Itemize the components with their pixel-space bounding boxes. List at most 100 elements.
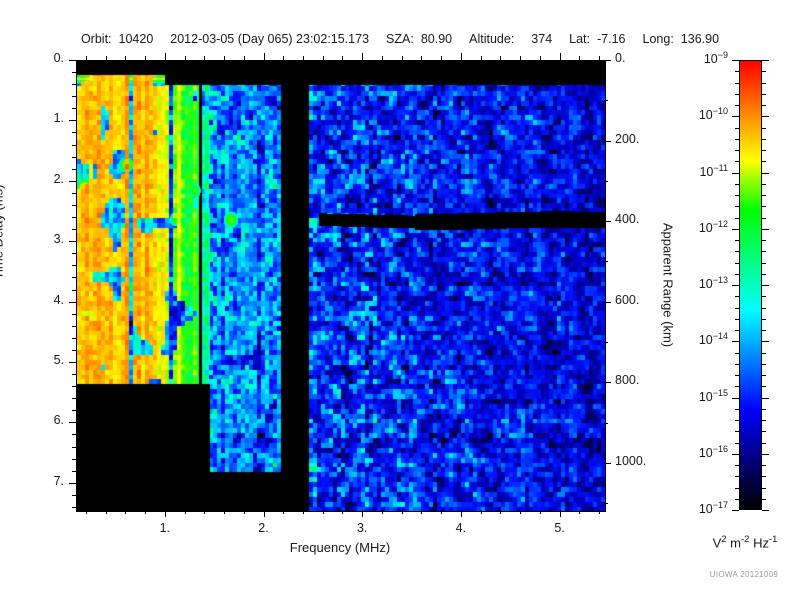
header-datetime: 2012-03-05 (Day 065) 23:02:15.173 (170, 32, 370, 46)
y2-tick-label: 600. (615, 292, 640, 307)
colorbar-tick-minor (735, 273, 739, 275)
y-tick-minor (72, 253, 76, 255)
x-tick-minor (342, 510, 344, 514)
x-tick-label: 3. (356, 521, 368, 535)
colorbar-tick-major (732, 341, 739, 343)
colorbar-tick-minor (762, 375, 766, 376)
header-orbit-value: 10420 (118, 32, 154, 46)
y2-tick-label: 1000. (615, 453, 647, 468)
x-tick-top (164, 53, 166, 60)
colorbar-tick-major (732, 510, 739, 511)
x-tick-major (164, 510, 166, 517)
colorbar-tick-minor (762, 498, 766, 500)
x-tick-top (401, 56, 403, 60)
x-tick-minor (105, 510, 107, 514)
colorbar-tick-minor (735, 420, 739, 421)
colorbar-tick-major (732, 172, 739, 174)
x-tick-top (85, 56, 87, 60)
x-tick-top (579, 56, 581, 60)
header-orbit: Orbit: 10420 (81, 32, 153, 46)
y-tick-minor (72, 277, 76, 279)
x-tick-label: 5. (554, 521, 565, 535)
y-tick-major (69, 120, 76, 122)
colorbar-tick-minor (762, 476, 766, 478)
x-tick-minor (85, 510, 87, 514)
header-lat-key: Lat: (569, 32, 591, 46)
y-tick-minor (72, 506, 76, 508)
x-tick-top (105, 56, 107, 60)
colorbar-tick-minor (762, 442, 766, 444)
colorbar-tick-minor (735, 105, 739, 106)
y-tick-major (69, 482, 76, 484)
colorbar-tick-minor (762, 150, 766, 151)
colorbar-tick-label: 10−11 (699, 162, 728, 179)
y-tick-label: 5. (53, 353, 64, 367)
colorbar-tick-major (762, 341, 769, 343)
y-tick-minor (72, 144, 76, 146)
colorbar-tick-minor (762, 206, 766, 208)
x-tick-top (204, 56, 206, 60)
y2-tick-minor (604, 342, 608, 343)
header-sza-value: 80.90 (420, 32, 453, 46)
colorbar-tick-major (762, 228, 769, 230)
colorbar-tick-minor (735, 431, 739, 433)
colorbar-tick-minor (762, 71, 766, 73)
colorbar-tick-minor (735, 386, 739, 388)
colorbar-tick-minor (762, 240, 766, 241)
x-tick-label: 1. (159, 521, 171, 535)
x-tick-top (184, 56, 186, 60)
colorbar-tick-label: 10−14 (698, 331, 728, 348)
x-tick-top (480, 56, 482, 60)
y2-tick-major (604, 60, 611, 61)
colorbar-tick-minor (735, 408, 739, 410)
x-tick-minor (224, 510, 226, 514)
y-tick-minor (72, 349, 76, 351)
x-tick-minor (401, 510, 403, 514)
colorbar-tick-label: 10−9 (703, 50, 728, 67)
colorbar-tick-label: 10−16 (698, 443, 728, 460)
header-lat-value: -7.16 (597, 32, 626, 46)
x-tick-label: 4. (455, 521, 467, 535)
y2-tick-minor (604, 100, 608, 102)
colorbar-tick-major (732, 453, 739, 455)
colorbar-tick-minor (762, 386, 766, 388)
colorbar-tick-label: 10−17 (698, 500, 728, 517)
x-tick-top (145, 56, 147, 60)
colorbar-tick-major (762, 510, 769, 511)
colorbar-tick-minor (735, 217, 739, 219)
x-tick-major (263, 510, 265, 517)
colorbar-tick-minor (735, 183, 739, 185)
y2-tick-label: 0. (615, 51, 626, 65)
colorbar-tick-minor (762, 330, 766, 331)
colorbar-tick-major (732, 285, 739, 286)
x-tick-top (224, 56, 226, 60)
y-tick-minor (72, 204, 76, 206)
units-v-exp: 2 (721, 534, 727, 545)
header-lat: Lat: -7.16 (569, 32, 625, 46)
y-tick-minor (72, 337, 76, 339)
header-orbit-key: Orbit: (80, 32, 112, 46)
colorbar-tick-minor (762, 465, 766, 466)
x-tick-minor (322, 510, 324, 514)
units-hz-exp: -1 (768, 534, 778, 545)
colorbar-tick-minor (735, 476, 739, 478)
x-tick-top (559, 53, 561, 60)
x-tick-minor (421, 510, 423, 514)
colorbar-tick-minor (762, 363, 766, 365)
colorbar-tick-major (732, 397, 739, 399)
colorbar-tick-label: 10−13 (698, 275, 728, 292)
x-tick-top (421, 56, 423, 60)
y-tick-minor (72, 470, 76, 472)
colorbar-tick-minor (735, 442, 739, 444)
colorbar-tick-minor (735, 318, 739, 320)
y2-tick-major (604, 301, 611, 303)
colorbar-tick-major (762, 60, 769, 61)
y-tick-major (69, 180, 76, 182)
colorbar-tick-minor (762, 262, 766, 264)
y-tick-major (69, 301, 76, 303)
colorbar-tick-minor (762, 93, 766, 95)
colorbar-tick-minor (762, 420, 766, 421)
x-tick-minor (125, 510, 127, 514)
header-sza-key: SZA: (386, 32, 414, 46)
colorbar-tick-minor (735, 161, 739, 163)
